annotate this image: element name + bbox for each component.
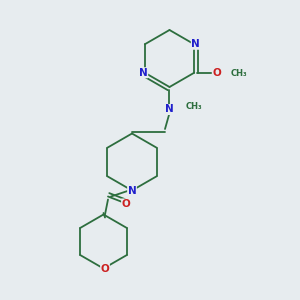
Text: CH₃: CH₃ <box>186 102 202 111</box>
Text: N: N <box>139 68 148 78</box>
Text: O: O <box>100 263 109 274</box>
Text: O: O <box>212 68 221 78</box>
Text: O: O <box>122 199 130 209</box>
Text: N: N <box>128 185 136 196</box>
Text: CH₃: CH₃ <box>230 69 247 78</box>
Text: N: N <box>165 104 174 115</box>
Text: N: N <box>191 39 200 49</box>
